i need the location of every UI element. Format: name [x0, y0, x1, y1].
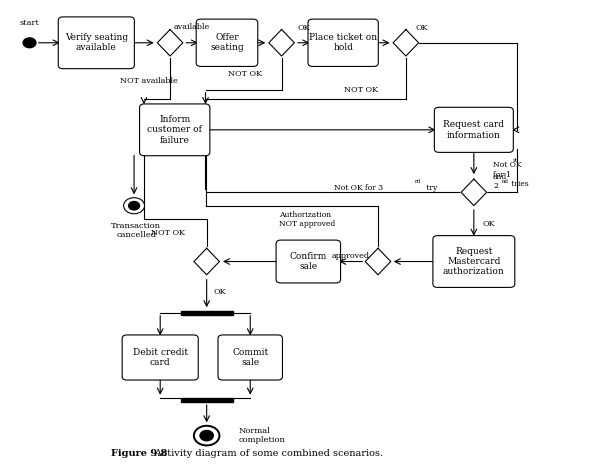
- Circle shape: [200, 431, 214, 441]
- Text: Figure 9.8    Activity diagram of some combined scenarios.: Figure 9.8 Activity diagram of some comb…: [111, 449, 403, 458]
- Text: OK: OK: [415, 24, 428, 32]
- Text: Request card
information: Request card information: [443, 120, 505, 140]
- FancyBboxPatch shape: [433, 236, 515, 287]
- Circle shape: [23, 38, 36, 48]
- Text: st: st: [513, 158, 518, 163]
- Polygon shape: [194, 248, 220, 275]
- Circle shape: [194, 426, 220, 445]
- Text: Normal
completion: Normal completion: [238, 427, 286, 444]
- Circle shape: [129, 201, 140, 210]
- Text: Offer
seating: Offer seating: [210, 33, 244, 53]
- Text: try: try: [425, 184, 438, 192]
- FancyBboxPatch shape: [196, 19, 258, 66]
- Text: NOT OK: NOT OK: [227, 70, 262, 78]
- Text: OK: OK: [213, 288, 226, 296]
- Text: Confirm
sale: Confirm sale: [290, 252, 327, 271]
- Text: approved: approved: [332, 252, 370, 260]
- Text: NOT available: NOT available: [120, 77, 177, 85]
- Polygon shape: [461, 179, 486, 206]
- FancyBboxPatch shape: [58, 17, 134, 69]
- Text: tries: tries: [509, 180, 528, 188]
- FancyBboxPatch shape: [140, 104, 210, 156]
- Text: Not OK for 3: Not OK for 3: [335, 184, 384, 192]
- Text: Debit credit
card: Debit credit card: [132, 348, 188, 367]
- FancyBboxPatch shape: [308, 19, 378, 66]
- Polygon shape: [269, 29, 295, 56]
- Text: Commit
sale: Commit sale: [232, 348, 269, 367]
- FancyBboxPatch shape: [276, 240, 341, 283]
- Text: available: available: [174, 23, 211, 31]
- Text: Verify seating
available: Verify seating available: [65, 33, 128, 53]
- Text: rd: rd: [415, 179, 421, 184]
- FancyBboxPatch shape: [434, 107, 513, 153]
- Polygon shape: [393, 29, 419, 56]
- Text: Activity diagram of some combined scenarios.: Activity diagram of some combined scenar…: [111, 449, 384, 458]
- Text: Place ticket on
hold: Place ticket on hold: [309, 33, 378, 53]
- Text: OK: OK: [297, 24, 310, 32]
- Bar: [180, 398, 233, 402]
- Text: NOT OK: NOT OK: [344, 86, 378, 93]
- Text: Inform
customer of
failure: Inform customer of failure: [147, 115, 202, 145]
- Text: OK: OK: [483, 220, 495, 228]
- Bar: [180, 311, 233, 315]
- Text: Transaction
cancelled: Transaction cancelled: [111, 222, 162, 239]
- Text: Authorization
NOT approved: Authorization NOT approved: [280, 211, 336, 228]
- FancyBboxPatch shape: [218, 335, 283, 380]
- Text: and
2: and 2: [493, 173, 507, 190]
- Text: Request
Mastercard
authorization: Request Mastercard authorization: [443, 246, 505, 276]
- Polygon shape: [157, 29, 183, 56]
- Text: NOT OK: NOT OK: [151, 228, 186, 237]
- Polygon shape: [365, 248, 391, 275]
- FancyBboxPatch shape: [122, 335, 198, 380]
- Text: nd: nd: [502, 179, 509, 184]
- Text: Not OK
for 1: Not OK for 1: [493, 161, 522, 179]
- Text: start: start: [19, 19, 39, 27]
- Text: Figure 9.8: Figure 9.8: [111, 449, 167, 458]
- Circle shape: [123, 198, 145, 214]
